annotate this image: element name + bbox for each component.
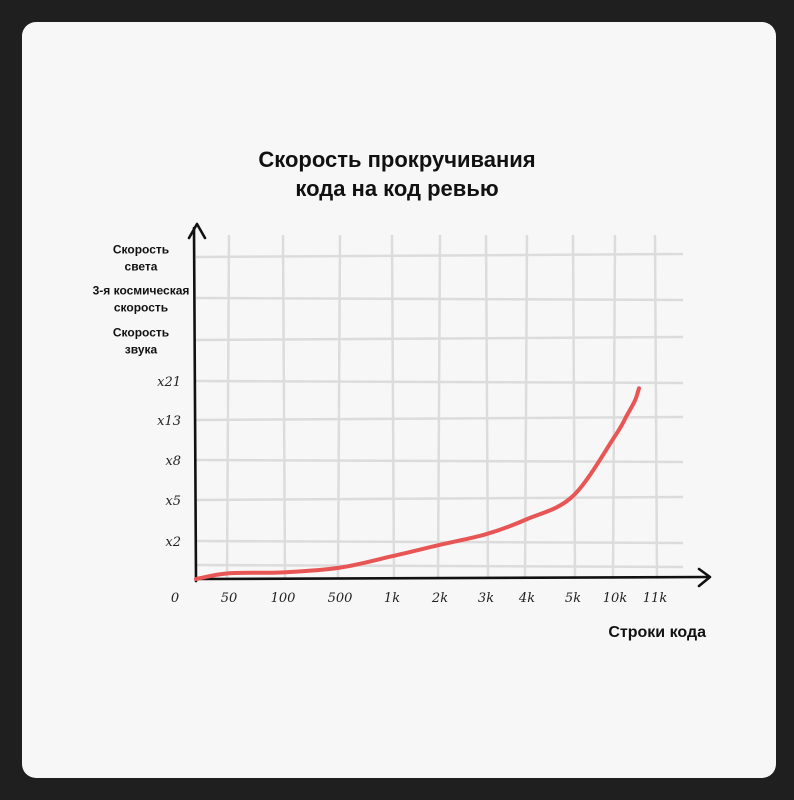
x-tick-label: 3k xyxy=(478,591,494,606)
y-tick-label: Скорость света xyxy=(113,243,169,274)
grid-line-v xyxy=(390,234,396,580)
axes xyxy=(187,222,712,588)
grid-line-h xyxy=(195,379,684,385)
grid xyxy=(195,234,684,580)
chart-title: Скорость прокручивания кода на код ревью xyxy=(0,145,794,203)
x-tick-label: 5k xyxy=(565,591,581,606)
chart-card xyxy=(22,22,776,778)
grid-line-v xyxy=(436,234,442,580)
grid-line-v xyxy=(281,234,287,580)
x-tick-label: 50 xyxy=(221,591,238,606)
grid-line-v xyxy=(336,234,342,580)
y-axis xyxy=(192,226,198,583)
x-tick-label: 4k xyxy=(518,591,535,606)
grid-line-v xyxy=(484,234,490,580)
y-tick-label: x8 xyxy=(165,454,181,469)
grid-line-v xyxy=(611,234,617,580)
grid-line-h xyxy=(195,296,684,302)
grid-line-v xyxy=(653,234,659,580)
grid-line-v xyxy=(571,234,577,580)
grid-line-h xyxy=(195,495,684,502)
y-axis-arrow xyxy=(187,222,207,240)
grid-line-v xyxy=(523,234,529,580)
grid-line-h xyxy=(195,563,684,569)
x-origin-label: 0 xyxy=(171,591,179,606)
x-tick-label: 2k xyxy=(431,591,448,606)
x-tick-label: 100 xyxy=(271,591,296,606)
x-axis xyxy=(194,575,710,581)
y-tick-label: x13 xyxy=(157,414,181,429)
x-tick-labels: 50 100 500 1k 2k 3k 4k 5k 10k 11k xyxy=(221,591,668,606)
grid-line-h xyxy=(195,539,684,545)
grid-line-h xyxy=(195,252,684,259)
y-tick-label: x2 xyxy=(165,535,181,550)
y-tick-labels: x2 x5 x8 x13 x21 Скорость звука 3-я космическая… xyxy=(93,243,190,551)
y-tick-label: Скорость звука xyxy=(113,326,169,357)
chart-title-line-1: Скорость прокручивания xyxy=(258,147,536,172)
grid-line-h xyxy=(195,415,684,422)
x-axis-arrow xyxy=(697,567,712,588)
grid-line-h xyxy=(195,458,684,464)
y-tick-label: 3-я космическая скорость xyxy=(93,284,190,315)
x-tick-label: 500 xyxy=(328,591,353,606)
y-tick-label: x21 xyxy=(157,375,181,390)
x-tick-label: 11k xyxy=(643,591,668,606)
chart-title-line-2: кода на код ревью xyxy=(295,176,499,201)
y-tick-label: x5 xyxy=(165,494,181,509)
grid-line-v xyxy=(225,234,231,580)
x-axis-label: Строки кода xyxy=(608,624,706,641)
x-tick-label: 1k xyxy=(384,591,400,606)
grid-line-h xyxy=(195,335,684,342)
x-tick-label: 10k xyxy=(603,591,628,606)
series-line xyxy=(194,386,641,581)
series xyxy=(194,386,641,581)
